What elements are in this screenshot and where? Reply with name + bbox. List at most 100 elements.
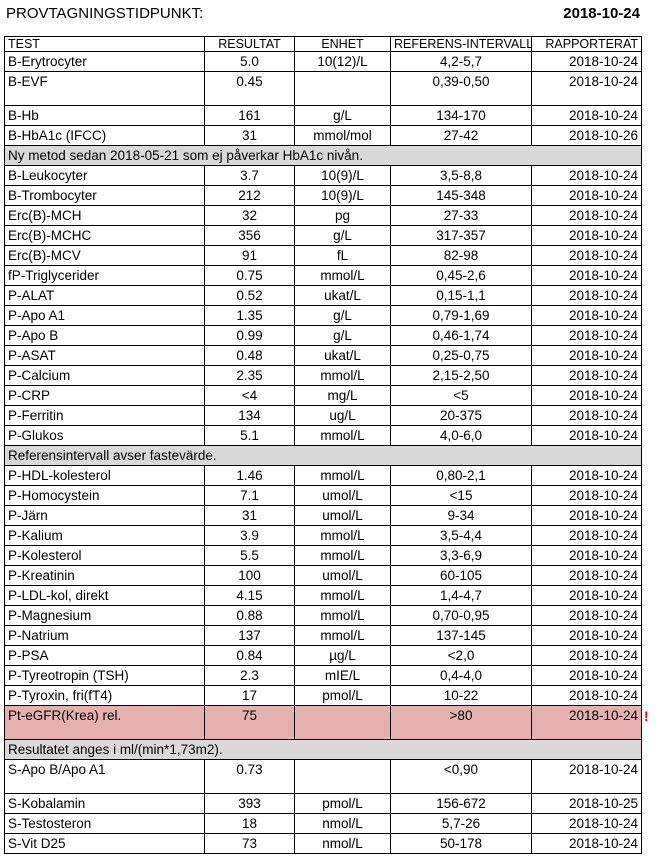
reference-interval-cell: 10-22 <box>390 685 532 706</box>
unit-cell: umol/L <box>294 485 391 506</box>
reference-interval-cell: 0,79-1,69 <box>390 305 532 326</box>
test-name-cell: S-Testosteron <box>4 813 205 834</box>
table-row: P-Järn 31 umol/L 9-34 2018-10-24 <box>4 505 642 526</box>
result-cell: 2.35 <box>204 365 295 386</box>
result-cell: 31 <box>204 505 295 526</box>
unit-cell: fL <box>294 245 391 266</box>
table-row: Erc(B)-MCH 32 pg 27-33 2018-10-24 <box>4 205 642 226</box>
result-cell: 31 <box>204 125 295 146</box>
test-name-cell: P-Kreatinin <box>4 565 205 586</box>
table-row: B-Erytrocyter 5.0 10(12)/L 4,2-5,7 2018-10-2… <box>4 51 642 72</box>
table-row: B-Hb 161 g/L 134-170 2018-10-24 <box>4 105 642 126</box>
reported-date-cell: 2018-10-24 <box>531 625 642 646</box>
unit-cell: µg/L <box>294 645 391 666</box>
reference-interval-cell: 60-105 <box>390 565 532 586</box>
reported-date-cell: 2018-10-24 <box>531 605 642 626</box>
result-cell: 7.1 <box>204 485 295 506</box>
unit-cell: 10(12)/L <box>294 51 391 72</box>
unit-cell: mmol/L <box>294 525 391 546</box>
unit-cell: ug/L <box>294 405 391 426</box>
reference-interval-cell: <0,90 <box>390 759 532 794</box>
reference-interval-cell: 3,5-8,8 <box>390 165 532 186</box>
reference-interval-cell: <5 <box>390 385 532 406</box>
result-cell: 356 <box>204 225 295 246</box>
unit-cell: pmol/L <box>294 793 391 814</box>
test-name-cell: P-Kalium <box>4 525 205 546</box>
unit-cell: nmol/L <box>294 813 391 834</box>
reference-interval-cell: <2,0 <box>390 645 532 666</box>
reported-date-cell: 2018-10-24 <box>531 225 642 246</box>
reported-date-cell: 2018-10-24 <box>531 465 642 486</box>
table-row: P-LDL-kol, direkt 4.15 mmol/L 1,4-4,7 2018-1… <box>4 585 642 606</box>
unit-cell: ukat/L <box>294 285 391 306</box>
table-header-row: TEST RESULTAT ENHET REFERENS-INTERVALL R… <box>4 36 642 52</box>
reported-date-cell: 2018-10-24 <box>531 425 642 446</box>
test-name-cell: P-Kolesterol <box>4 545 205 566</box>
test-name-cell: B-Erytrocyter <box>4 51 205 72</box>
reference-interval-cell: 0,4-4,0 <box>390 665 532 686</box>
result-cell: 137 <box>204 625 295 646</box>
reference-interval-cell: 4,2-5,7 <box>390 51 532 72</box>
table-row: P-ALAT 0.52 ukat/L 0,15-1,1 2018-10-24 <box>4 285 642 306</box>
reported-date-cell: 2018-10-24 <box>531 833 642 854</box>
reported-date-cell: 2018-10-24 <box>531 51 642 72</box>
reported-date-cell: 2018-10-24 <box>531 685 642 706</box>
unit-cell: mmol/L <box>294 365 391 386</box>
unit-cell <box>294 705 391 740</box>
test-name-cell: P-Ferritin <box>4 405 205 426</box>
unit-cell: pg <box>294 205 391 226</box>
result-cell: 161 <box>204 105 295 126</box>
result-cell: 393 <box>204 793 295 814</box>
test-name-cell: Erc(B)-MCH <box>4 205 205 226</box>
reference-interval-cell: 4,0-6,0 <box>390 425 532 446</box>
reported-date-cell: 2018-10-24 <box>531 645 642 666</box>
reference-interval-cell: 3,5-4,4 <box>390 525 532 546</box>
unit-cell: mmol/L <box>294 465 391 486</box>
table-row: P-Magnesium 0.88 mmol/L 0,70-0,95 2018-10-24 <box>4 605 642 626</box>
reference-interval-cell: 0,39-0,50 <box>390 71 532 106</box>
result-cell: 32 <box>204 205 295 226</box>
result-cell: 0.73 <box>204 759 295 794</box>
unit-cell: 10(9)/L <box>294 165 391 186</box>
table-row: Erc(B)-MCV 91 fL 82-98 2018-10-24 <box>4 245 642 266</box>
unit-cell: umol/L <box>294 565 391 586</box>
table-row: Erc(B)-MCHC 356 g/L 317-357 2018-10-24 <box>4 225 642 246</box>
reference-interval-cell: 50-178 <box>390 833 532 854</box>
reported-date-cell: 2018-10-24 <box>531 305 642 326</box>
table-row: S-Apo B/Apo A1 0.73 <0,90 2018-10-24 <box>4 759 642 794</box>
result-cell: 0.75 <box>204 265 295 286</box>
reported-date-cell: 2018-10-24 <box>531 285 642 306</box>
reference-interval-cell: 156-672 <box>390 793 532 814</box>
unit-cell: g/L <box>294 225 391 246</box>
result-cell: 2.3 <box>204 665 295 686</box>
test-name-cell: B-Leukocyter <box>4 165 205 186</box>
unit-cell: mmol/L <box>294 425 391 446</box>
test-name-cell: P-Tyreotropin (TSH) <box>4 665 205 686</box>
reported-date-cell: 2018-10-24 <box>531 565 642 586</box>
test-name-cell: P-LDL-kol, direkt <box>4 585 205 606</box>
table-row: P-PSA 0.84 µg/L <2,0 2018-10-24 <box>4 645 642 666</box>
test-name-cell: fP-Triglycerider <box>4 265 205 286</box>
note-row: Resultatet anges i ml/(min*1,73m2). <box>4 739 642 760</box>
result-cell: 212 <box>204 185 295 206</box>
table-row: P-Ferritin 134 ug/L 20-375 2018-10-24 <box>4 405 642 426</box>
test-name-cell: P-Magnesium <box>4 605 205 626</box>
reported-date-cell: 2018-10-24 <box>531 245 642 266</box>
test-name-cell: P-CRP <box>4 385 205 406</box>
unit-cell: mg/L <box>294 385 391 406</box>
column-header-unit: ENHET <box>294 36 391 52</box>
unit-cell: mmol/L <box>294 605 391 626</box>
reference-interval-cell: 1,4-4,7 <box>390 585 532 606</box>
note-row: Ny metod sedan 2018-05-21 som ej påverka… <box>4 145 642 166</box>
result-cell: 75 <box>204 705 295 740</box>
unit-cell: g/L <box>294 105 391 126</box>
column-header-reported: RAPPORTERAT <box>531 36 642 52</box>
test-name-cell: S-Vit D25 <box>4 833 205 854</box>
result-cell: 0.48 <box>204 345 295 366</box>
reference-interval-cell: 2,15-2,50 <box>390 365 532 386</box>
table-row: P-Kreatinin 100 umol/L 60-105 2018-10-24 <box>4 565 642 586</box>
test-name-cell: Erc(B)-MCHC <box>4 225 205 246</box>
test-name-cell: S-Apo B/Apo A1 <box>4 759 205 794</box>
test-name-cell: P-Homocystein <box>4 485 205 506</box>
result-cell: 0.88 <box>204 605 295 626</box>
